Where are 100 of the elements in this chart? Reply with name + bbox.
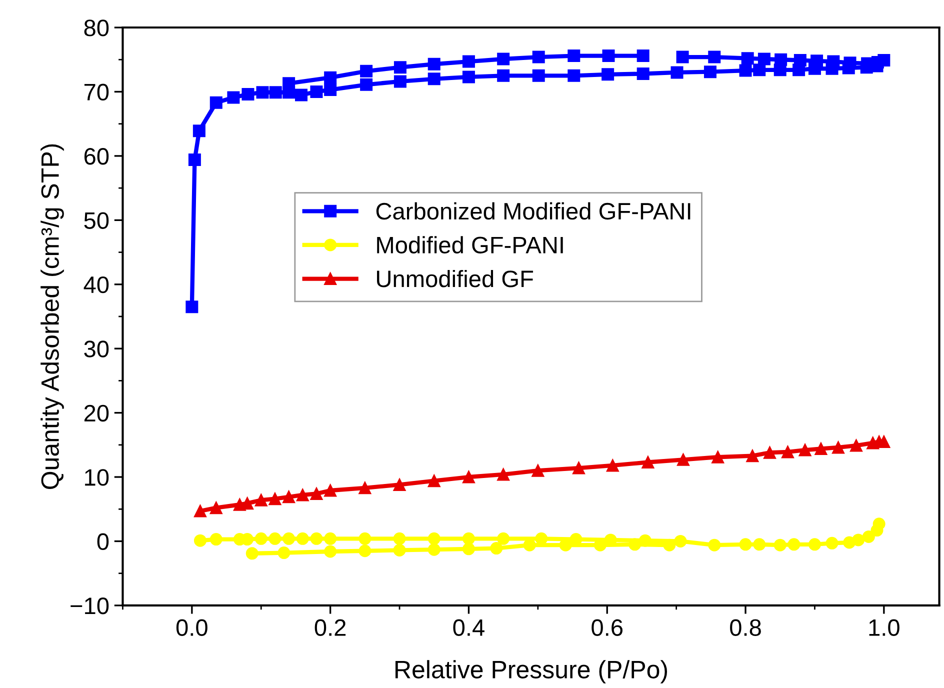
point — [310, 532, 323, 545]
point — [254, 494, 268, 506]
point — [324, 484, 337, 497]
point — [428, 532, 440, 545]
y-tick-label: 0 — [97, 533, 109, 550]
point — [850, 439, 862, 452]
point — [774, 53, 788, 66]
point — [268, 492, 282, 506]
point — [739, 538, 752, 551]
point — [246, 547, 258, 560]
point — [808, 538, 821, 551]
point — [393, 478, 406, 491]
point — [708, 50, 721, 64]
point — [462, 55, 475, 68]
point — [462, 70, 475, 84]
point — [814, 442, 828, 456]
point — [739, 64, 752, 77]
point — [774, 538, 786, 552]
x-tick-label: 0.2 — [314, 619, 346, 636]
point — [358, 544, 372, 558]
point — [636, 50, 650, 62]
y-tick-label: 30 — [84, 340, 109, 358]
point — [186, 300, 198, 314]
point — [210, 96, 222, 109]
point — [497, 69, 510, 82]
point — [628, 538, 642, 551]
point — [462, 542, 475, 556]
point — [827, 55, 840, 68]
point — [192, 124, 206, 138]
legend-label: Carbonized Modified GF-PANI — [376, 202, 690, 220]
point — [268, 532, 282, 545]
point — [676, 50, 689, 64]
y-tick-label: 10 — [85, 469, 109, 486]
point — [663, 538, 676, 552]
point — [358, 532, 372, 545]
point — [606, 459, 619, 472]
y-tick-label: 50 — [84, 212, 109, 229]
point — [462, 470, 475, 484]
point — [798, 444, 812, 456]
point — [282, 77, 296, 90]
point — [712, 450, 724, 464]
point — [324, 71, 337, 84]
point — [324, 84, 337, 96]
point — [360, 78, 373, 91]
legend-label: Unmodified GF — [377, 270, 534, 288]
point — [360, 64, 373, 78]
point — [393, 532, 406, 545]
point — [210, 533, 222, 546]
point — [393, 544, 406, 556]
point — [676, 453, 690, 466]
point — [194, 534, 206, 547]
point — [497, 52, 510, 66]
point — [210, 502, 222, 514]
point — [462, 532, 475, 545]
point — [568, 50, 580, 62]
point — [532, 69, 545, 82]
point — [194, 504, 206, 518]
point — [188, 154, 201, 166]
point — [862, 530, 875, 543]
point — [704, 66, 716, 78]
point — [763, 446, 776, 459]
point — [674, 534, 687, 548]
point — [490, 542, 503, 555]
point — [296, 488, 309, 502]
point — [324, 532, 337, 545]
y-tick-label: 60 — [84, 148, 109, 165]
point — [394, 75, 406, 88]
point — [753, 64, 766, 76]
point — [428, 474, 440, 488]
y-tick-label: 70 — [84, 84, 109, 101]
x-tick-label: 0.0 — [176, 619, 208, 636]
point — [310, 487, 323, 500]
point — [741, 52, 754, 65]
point — [310, 85, 323, 98]
point — [497, 532, 510, 545]
point — [532, 464, 544, 477]
y-tick-label: 80 — [84, 20, 109, 36]
point — [358, 482, 372, 494]
point — [394, 61, 406, 74]
point — [256, 86, 269, 99]
y-tick-label: 20 — [84, 404, 109, 422]
point — [497, 468, 510, 481]
point — [324, 545, 337, 558]
point — [296, 532, 309, 545]
point — [852, 534, 865, 546]
x-tick-label: 0.8 — [730, 619, 761, 636]
point — [746, 450, 759, 462]
point — [532, 50, 545, 64]
point — [872, 518, 886, 530]
point — [242, 88, 254, 101]
point — [602, 68, 614, 81]
x-axis-title: Relative Pressure (P/Po) — [396, 660, 668, 684]
point — [428, 58, 440, 70]
y-tick-label: −10 — [70, 598, 109, 614]
point — [832, 441, 844, 454]
point — [826, 536, 838, 550]
point — [269, 86, 282, 99]
point — [278, 546, 290, 560]
point — [282, 532, 296, 545]
point — [788, 538, 800, 551]
